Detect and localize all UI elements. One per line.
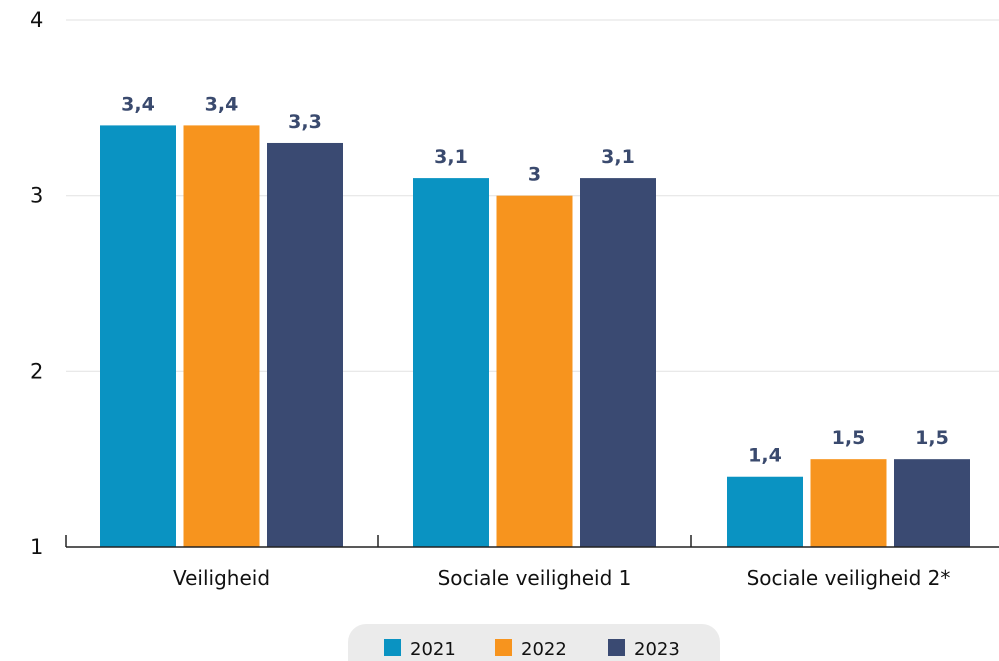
legend-swatch: [608, 639, 625, 656]
data-label: 1,4: [748, 445, 782, 467]
legend-background: [348, 624, 720, 661]
data-label: 3,1: [434, 146, 468, 168]
data-label: 3: [528, 164, 541, 186]
bar: [267, 142, 343, 547]
y-tick-label: 2: [30, 359, 43, 383]
labels: 1 2 3 4 3,4 3,1 1,4 3,4 3 1,5 3,3 3,1 1,5 Veiligheid S…: [30, 8, 950, 590]
bar: [496, 195, 573, 547]
category-label: Sociale veiligheid 2*: [747, 566, 951, 590]
bars: [100, 125, 970, 548]
y-tick-label: 1: [30, 535, 43, 559]
category-label: Veiligheid: [173, 566, 270, 590]
legend: 2021 2022 2023: [348, 624, 720, 661]
legend-swatch: [384, 639, 401, 656]
bar: [413, 178, 489, 547]
data-label: 1,5: [832, 427, 866, 449]
y-tick-label: 3: [30, 184, 43, 208]
y-tick-label: 4: [30, 8, 43, 32]
bar: [100, 125, 176, 548]
category-label: Sociale veiligheid 1: [438, 566, 632, 590]
legend-label: 2021: [410, 639, 456, 660]
bar: [810, 459, 887, 547]
data-label: 1,5: [915, 427, 949, 449]
data-label: 3,3: [288, 111, 322, 133]
bar: [580, 178, 656, 547]
legend-label: 2023: [634, 639, 680, 660]
legend-swatch: [495, 639, 512, 656]
bar: [183, 125, 260, 548]
legend-label: 2022: [521, 639, 567, 660]
bar: [727, 476, 803, 547]
data-label: 3,4: [121, 93, 155, 115]
data-label: 3,4: [205, 93, 239, 115]
x-axis: [65, 535, 999, 548]
data-label: 3,1: [601, 146, 635, 168]
bar: [894, 459, 970, 547]
